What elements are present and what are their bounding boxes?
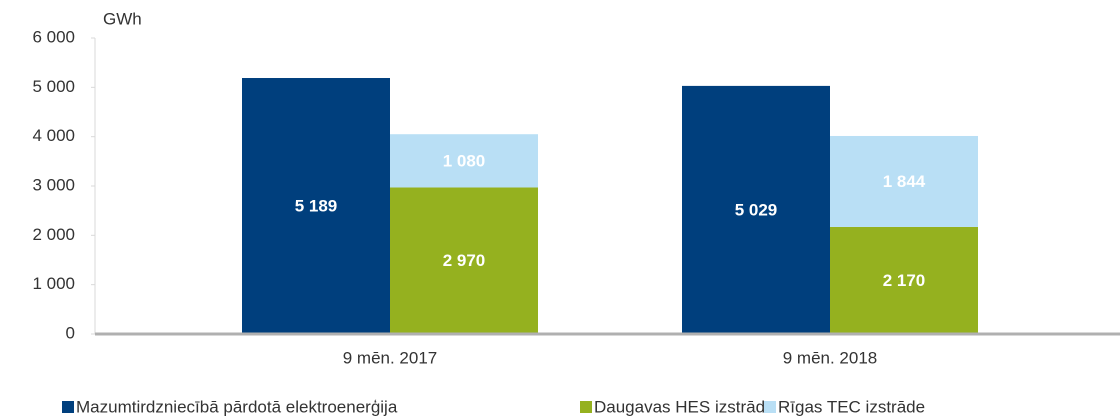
y-tick-label: 3 000	[32, 175, 75, 194]
legend-swatch	[62, 401, 74, 413]
bar-value-label: 2 970	[443, 251, 486, 270]
bar-value-label: 1 844	[883, 172, 926, 191]
bar-value-label: 5 029	[735, 200, 778, 219]
bar	[830, 226, 978, 334]
y-tick-label: 0	[66, 323, 75, 342]
x-tick-label: 9 mēn. 2018	[783, 348, 878, 367]
bar	[390, 134, 538, 188]
legend-swatch	[764, 401, 776, 413]
bar	[390, 187, 538, 334]
y-tick-label: 4 000	[32, 126, 75, 145]
y-tick-label: 6 000	[32, 27, 75, 46]
legend-label: Rīgas TEC izstrāde	[778, 397, 925, 416]
y-tick-label: 5 000	[32, 77, 75, 96]
bar	[242, 78, 390, 334]
legend-swatch	[580, 401, 592, 413]
bar-value-label: 5 189	[295, 196, 338, 215]
bar-value-label: 2 170	[883, 271, 926, 290]
legend-label: Mazumtirdzniecībā pārdotā elektroenerģij…	[76, 397, 398, 416]
bar	[830, 135, 978, 227]
bar-value-label: 1 080	[443, 151, 486, 170]
x-tick-label: 9 mēn. 2017	[343, 348, 438, 367]
y-tick-label: 2 000	[32, 225, 75, 244]
y-tick-label: 1 000	[32, 274, 75, 293]
y-axis-label: GWh	[103, 9, 142, 28]
legend-label: Daugavas HES izstrāde	[594, 397, 774, 416]
bar	[682, 85, 830, 334]
